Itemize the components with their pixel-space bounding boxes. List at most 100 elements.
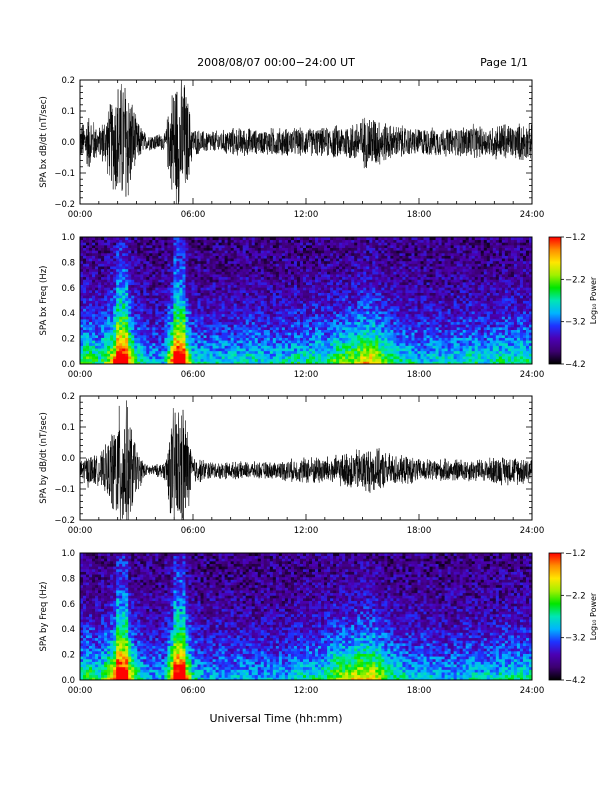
spectrogram-cell (261, 343, 264, 346)
spectrogram-cell (86, 261, 89, 264)
spectrogram-cell (231, 351, 234, 354)
spectrogram-cell (170, 327, 173, 330)
spectrogram-cell (234, 295, 237, 298)
spectrogram-cell (369, 324, 372, 327)
spectrogram-cell (104, 269, 107, 272)
spectrogram-cell (324, 271, 327, 274)
spectrogram-cell (101, 324, 104, 327)
spectrogram-cell (246, 295, 249, 298)
spectrogram-cell (176, 245, 179, 248)
spectrogram-cell (270, 245, 273, 248)
spectrogram-cell (95, 324, 98, 327)
spectrogram-cell (351, 256, 354, 259)
spectrogram-cell (89, 338, 92, 341)
spectrogram-cell (288, 298, 291, 301)
spectrogram-cell (282, 293, 285, 296)
spectrogram-cell (98, 258, 101, 261)
spectrogram-cell (213, 343, 216, 346)
spectrogram-cell (360, 266, 363, 269)
spectrogram-cell (176, 330, 179, 333)
spectrogram-cell (234, 319, 237, 322)
spectrogram-cell (312, 308, 315, 311)
spectrogram-cell (128, 242, 131, 245)
spectrogram-cell (119, 338, 122, 341)
spectrogram-cell (140, 261, 143, 264)
spectrogram-cell (357, 353, 360, 356)
spectrogram-cell (348, 356, 351, 359)
spectrogram-cell (164, 308, 167, 311)
spectrogram-cell (297, 330, 300, 333)
spectrogram-cell (104, 348, 107, 351)
spectrogram-cell (201, 303, 204, 306)
spectrogram-cell (83, 314, 86, 317)
spectrogram-cell (237, 351, 240, 354)
spectrogram-cell (291, 314, 294, 317)
spectrogram-cell (92, 303, 95, 306)
spectrogram-cell (116, 356, 119, 359)
spectrogram-cell (345, 245, 348, 248)
spectrogram-cell (213, 359, 216, 362)
spectrogram-cell (234, 348, 237, 351)
spectrogram-cell (113, 359, 116, 362)
spectrogram-cell (366, 351, 369, 354)
spectrogram-cell (291, 285, 294, 288)
spectrogram-cell (345, 266, 348, 269)
spectrogram-cell (255, 301, 258, 304)
spectrogram-cell (279, 261, 282, 264)
spectrogram-cell (98, 301, 101, 304)
spectrogram-cell (185, 338, 188, 341)
spectrogram-cell (333, 322, 336, 325)
spectrogram-cell (128, 308, 131, 311)
spectrogram-cell (258, 295, 261, 298)
spectrogram-cell (252, 248, 255, 251)
spectrogram-cell (98, 316, 101, 319)
spectrogram-cell (107, 250, 110, 253)
spectrogram-cell (288, 245, 291, 248)
spectrogram-cell (137, 245, 140, 248)
spectrogram-cell (225, 340, 228, 343)
spectrogram-cell (282, 248, 285, 251)
spectrogram-cell (264, 335, 267, 338)
spectrogram-cell (237, 353, 240, 356)
spectrogram-cell (306, 263, 309, 266)
spectrogram-cell (336, 308, 339, 311)
spectrogram-cell (369, 279, 372, 282)
spectrogram-cell (185, 274, 188, 277)
spectrogram-cell (92, 353, 95, 356)
spectrogram-cell (204, 277, 207, 280)
spectrogram-cell (321, 242, 324, 245)
spectrogram-cell (261, 290, 264, 293)
spectrogram-cell (92, 295, 95, 298)
spectrogram-cell (357, 253, 360, 256)
spectrogram-cell (128, 314, 131, 317)
spectrogram-cell (294, 353, 297, 356)
spectrogram-cell (191, 242, 194, 245)
spectrogram-cell (333, 245, 336, 248)
spectrogram-cell (125, 250, 128, 253)
spectrogram-cell (321, 335, 324, 338)
spectrogram-cell (191, 319, 194, 322)
spectrogram-cell (324, 256, 327, 259)
spectrogram-cell (164, 279, 167, 282)
spectrogram-cell (345, 306, 348, 309)
spectrogram-cell (216, 303, 219, 306)
spectrogram-cell (231, 245, 234, 248)
spectrogram-cell (312, 306, 315, 309)
spectrogram-cell (167, 258, 170, 261)
spectrogram-cell (318, 324, 321, 327)
spectrogram-cell (213, 287, 216, 290)
spectrogram-cell (207, 351, 210, 354)
spectrogram-cell (182, 319, 185, 322)
spectrogram-cell (303, 306, 306, 309)
spectrogram-cell (285, 303, 288, 306)
spectrogram-cell (122, 353, 125, 356)
spectrogram-cell (188, 245, 191, 248)
spectrogram-cell (176, 308, 179, 311)
spectrogram-cell (213, 340, 216, 343)
spectrogram-cell (378, 359, 381, 362)
spectrogram-cell (137, 261, 140, 264)
spectrogram-cell (161, 306, 164, 309)
spectrogram-cell (288, 306, 291, 309)
spectrogram-cell (179, 351, 182, 354)
spectrogram-cell (255, 303, 258, 306)
